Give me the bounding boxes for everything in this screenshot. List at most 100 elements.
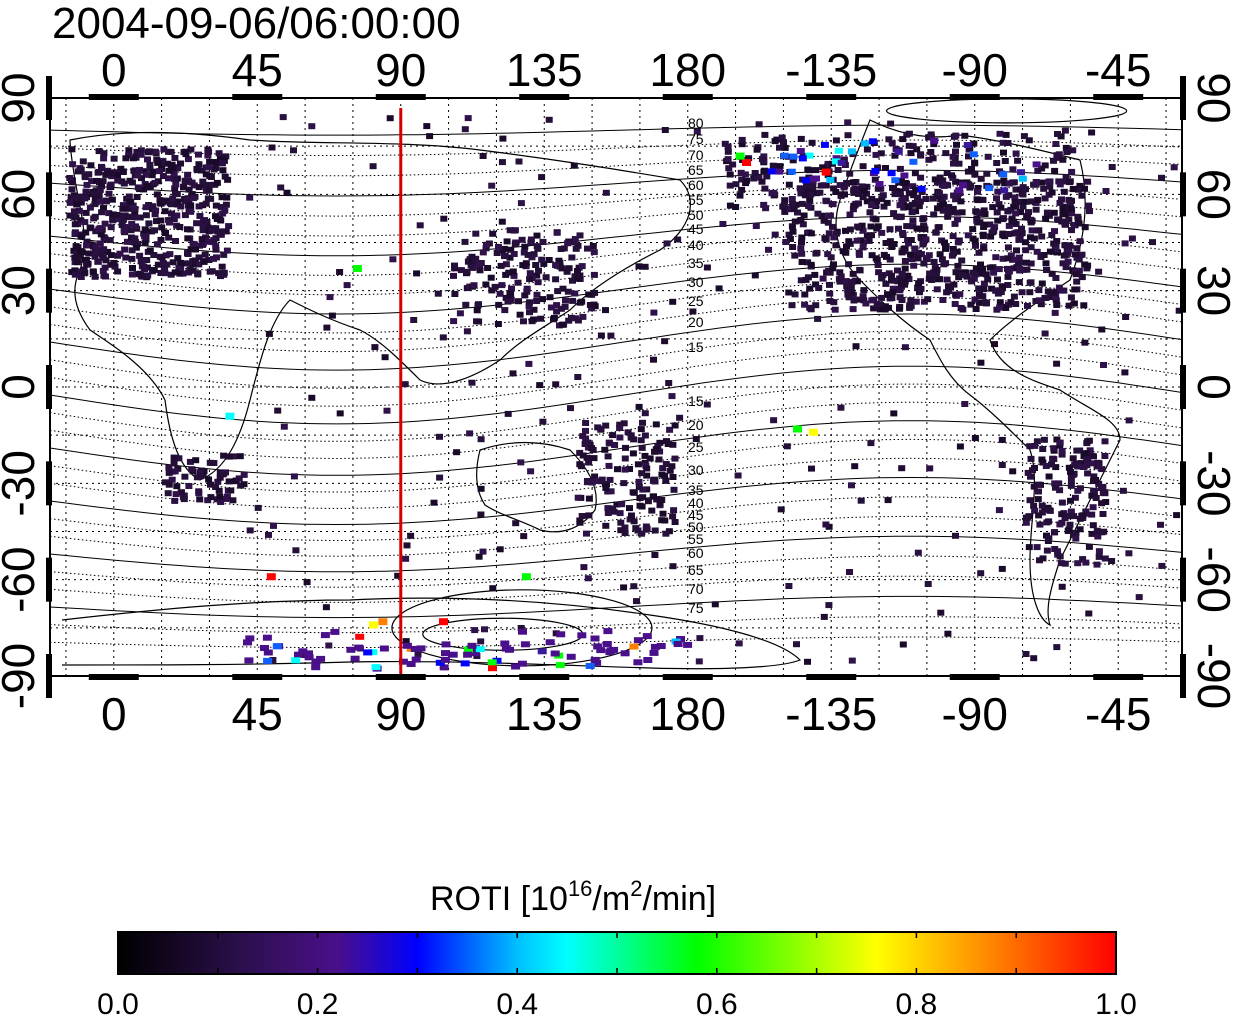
contour-label: 35 [688, 482, 704, 498]
roti-cell [830, 185, 838, 192]
roti-cell [410, 317, 418, 323]
frame-tick-bottom [88, 674, 139, 680]
roti-cell [868, 138, 877, 145]
roti-cell [824, 251, 832, 258]
roti-cell [585, 459, 593, 466]
roti-cell [128, 271, 136, 278]
roti-cell [1061, 515, 1069, 522]
roti-cell [789, 228, 797, 235]
roti-cell [998, 436, 1006, 443]
roti-cell [1082, 450, 1090, 457]
roti-cell [576, 232, 584, 239]
roti-cell [263, 657, 273, 664]
roti-cell [171, 175, 178, 182]
roti-cell [617, 519, 625, 526]
roti-cell [180, 496, 188, 503]
roti-cell [917, 251, 925, 258]
roti-cell-high [378, 618, 388, 626]
roti-cell [582, 420, 590, 426]
roti-cell [100, 150, 108, 157]
roti-cell [451, 291, 459, 297]
colorbar-tick-label: 0.0 [97, 988, 139, 1021]
roti-cell [213, 216, 221, 222]
roti-cell [761, 185, 769, 192]
roti-cell [882, 280, 890, 287]
roti-cell [151, 148, 159, 155]
roti-cell [1063, 149, 1071, 155]
roti-cell [870, 305, 878, 312]
roti-cell [208, 268, 216, 275]
roti-cell [515, 298, 522, 305]
roti-cell [475, 301, 482, 308]
roti-cell [825, 267, 833, 274]
roti-cell [202, 171, 210, 178]
roti-cell [832, 230, 840, 237]
roti-cell [658, 471, 666, 478]
roti-cell [475, 553, 483, 560]
roti-cell [195, 151, 202, 158]
magnetic-latitude-contour [50, 296, 1182, 353]
roti-cell [1059, 205, 1067, 212]
roti-cell [825, 230, 833, 237]
roti-cell [185, 269, 193, 276]
roti-cell [662, 461, 670, 467]
roti-cell [639, 494, 647, 501]
roti-cell [868, 232, 875, 239]
roti-cell [1076, 182, 1084, 189]
roti-cell [896, 287, 904, 294]
roti-cell [240, 471, 248, 478]
roti-cell [901, 179, 909, 186]
roti-cell [1052, 141, 1060, 147]
roti-cell [1034, 167, 1042, 174]
roti-cell [576, 272, 584, 279]
roti-cell [1047, 294, 1055, 300]
roti-cell [533, 272, 541, 279]
roti-cell [934, 276, 942, 283]
roti-cell [972, 306, 980, 312]
roti-cell [777, 506, 785, 513]
roti-cell [950, 160, 957, 167]
roti-cell [232, 478, 240, 485]
roti-cell [114, 171, 121, 178]
roti-cell [225, 478, 233, 485]
roti-cell [215, 270, 223, 277]
roti-cell [999, 230, 1007, 237]
roti-cell [468, 253, 476, 260]
roti-cell [220, 452, 228, 459]
roti-cell [165, 469, 173, 476]
roti-cell [1032, 227, 1040, 234]
roti-cell [1071, 494, 1079, 501]
roti-cell [168, 476, 176, 483]
roti-cell [463, 646, 473, 653]
roti-cell [371, 664, 381, 671]
roti-cell [1065, 526, 1073, 533]
roti-cell [985, 185, 994, 192]
roti-cell [643, 486, 651, 493]
roti-cell [477, 638, 485, 645]
roti-cell [108, 173, 116, 180]
roti-cell [90, 215, 98, 222]
roti-cell [604, 453, 612, 460]
roti-cell [493, 250, 501, 256]
roti-cell [602, 422, 610, 429]
roti-cell [1030, 655, 1038, 662]
roti-cell [579, 452, 587, 459]
roti-cell [101, 264, 109, 271]
roti-cell [743, 177, 751, 184]
roti-cell [482, 245, 490, 252]
roti-cell [95, 226, 103, 233]
roti-cell [848, 279, 856, 285]
roti-cell [1186, 237, 1193, 243]
roti-cell [917, 174, 925, 181]
frame-tick-bottom [1093, 674, 1144, 680]
roti-cell [643, 657, 653, 663]
lon-tick-label-top: -90 [941, 44, 1007, 96]
roti-cell [539, 418, 547, 425]
roti-cell [193, 220, 201, 227]
contour-label: 15 [688, 339, 704, 355]
roti-cell [949, 205, 957, 212]
roti-cell [108, 196, 116, 203]
roti-cell [967, 301, 975, 308]
roti-cell [989, 204, 997, 211]
roti-cell [968, 278, 976, 285]
